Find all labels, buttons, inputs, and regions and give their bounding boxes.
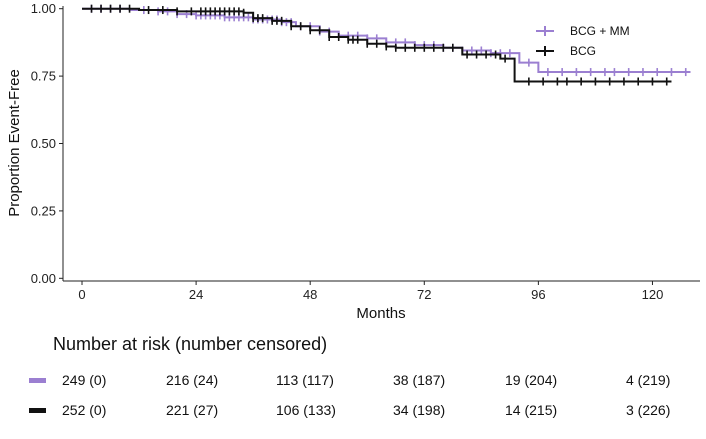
y-tick-label: 0.25 bbox=[31, 203, 56, 218]
y-tick-label: 0.50 bbox=[31, 136, 56, 151]
survival-chart: 0 24 48 72 96 120 0.00 0.25 0.50 0.75 1.00 BCG + M… bbox=[6, 1, 700, 322]
series-layer bbox=[82, 4, 691, 86]
x-tick-label: 0 bbox=[78, 287, 85, 302]
risk-cell: 249 (0) bbox=[62, 372, 107, 388]
risk-row-bcg: 252 (0) 221 (27) 106 (133) 34 (198) 14 (… bbox=[0, 400, 706, 422]
risk-cell: 106 (133) bbox=[276, 402, 336, 418]
series-bcg bbox=[82, 4, 672, 86]
x-axis-title: Months bbox=[356, 305, 405, 322]
risk-cell: 221 (27) bbox=[166, 402, 219, 418]
risk-row-swatch bbox=[29, 378, 46, 383]
risk-cell: 216 (24) bbox=[166, 372, 219, 388]
x-tick-label: 48 bbox=[303, 287, 317, 302]
y-tick-label: 0.75 bbox=[31, 69, 56, 84]
x-tick-label: 72 bbox=[417, 287, 431, 302]
risk-row-bcg-mm: 249 (0) 216 (24) 113 (117) 38 (187) 19 (… bbox=[0, 370, 706, 392]
risk-cell: 3 (226) bbox=[626, 402, 671, 418]
legend: BCG + MM BCG bbox=[536, 24, 630, 58]
risk-cell: 113 (117) bbox=[276, 372, 334, 388]
risk-row-swatch bbox=[29, 408, 46, 413]
risk-cell: 252 (0) bbox=[62, 402, 107, 418]
risk-cell: 4 (219) bbox=[626, 372, 671, 388]
risk-cell: 34 (198) bbox=[393, 402, 446, 418]
y-axis-title: Proportion Event-Free bbox=[6, 69, 23, 217]
risk-cell: 14 (215) bbox=[505, 402, 558, 418]
legend-label: BCG bbox=[570, 44, 596, 58]
y-tick-label: 1.00 bbox=[31, 1, 56, 16]
series-bcg-mm bbox=[82, 4, 691, 77]
x-tick-label: 120 bbox=[642, 287, 664, 302]
risk-cell: 38 (187) bbox=[393, 372, 446, 388]
x-tick-label: 24 bbox=[189, 287, 203, 302]
risk-cell: 19 (204) bbox=[505, 372, 558, 388]
y-tick-label: 0.00 bbox=[31, 271, 56, 286]
legend-label: BCG + MM bbox=[570, 24, 630, 38]
risk-table-title: Number at risk (number censored) bbox=[53, 334, 328, 354]
x-tick-label: 96 bbox=[531, 287, 545, 302]
axes: 0 24 48 72 96 120 0.00 0.25 0.50 0.75 1.00 bbox=[31, 1, 700, 302]
